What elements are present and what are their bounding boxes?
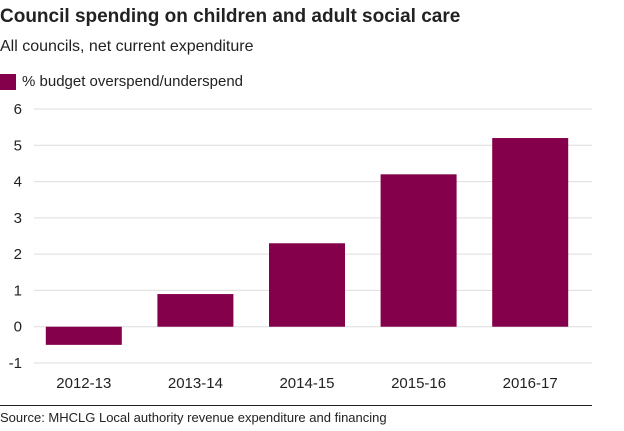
y-tick-label: 5 bbox=[14, 137, 22, 154]
bar-2016-17 bbox=[492, 138, 569, 327]
y-tick-label: 3 bbox=[14, 210, 22, 227]
y-tick-label: 0 bbox=[14, 319, 22, 336]
source-note: Source: MHCLG Local authority revenue ex… bbox=[0, 410, 387, 425]
x-tick-label: 2014-15 bbox=[279, 375, 334, 392]
x-tick-label: 2012-13 bbox=[56, 375, 111, 392]
legend-swatch bbox=[0, 73, 16, 90]
bar-2012-13 bbox=[45, 326, 122, 345]
legend: % budget overspend/underspend bbox=[0, 73, 243, 90]
y-axis-ticks: -1 0 1 2 3 4 5 6 bbox=[9, 101, 22, 372]
y-tick-label: 1 bbox=[14, 282, 22, 299]
bars bbox=[45, 138, 569, 345]
legend-label: % budget overspend/underspend bbox=[22, 73, 244, 90]
x-axis-ticks: 2012-13 2013-14 2014-15 2015-16 2016-17 bbox=[56, 375, 557, 392]
y-tick-label: 6 bbox=[14, 101, 22, 118]
footer-divider bbox=[0, 405, 592, 406]
x-tick-label: 2015-16 bbox=[391, 375, 446, 392]
x-tick-label: 2013-14 bbox=[168, 375, 223, 392]
bar-2014-15 bbox=[269, 243, 345, 327]
bar-2015-16 bbox=[380, 174, 457, 327]
bar-2013-14 bbox=[157, 294, 234, 327]
y-tick-label: 2 bbox=[14, 246, 22, 263]
x-tick-label: 2016-17 bbox=[503, 375, 558, 392]
chart-title: Council spending on children and adult s… bbox=[0, 6, 461, 27]
y-tick-label: -1 bbox=[9, 355, 22, 372]
y-tick-label: 4 bbox=[14, 174, 22, 191]
chart-subtitle: All councils, net current expenditure bbox=[0, 38, 254, 55]
